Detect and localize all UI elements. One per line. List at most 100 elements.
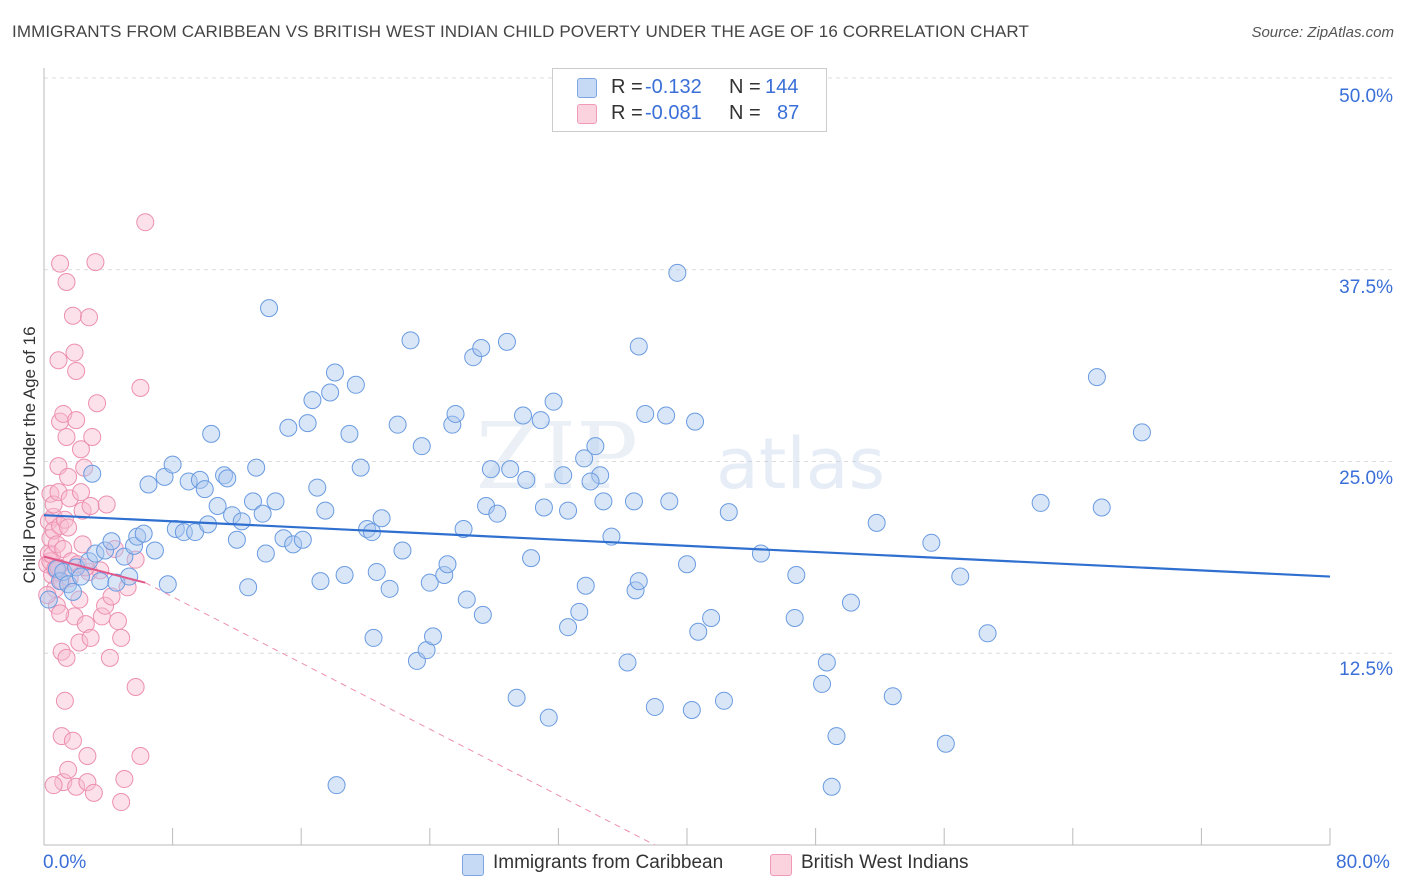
data-point <box>136 213 155 232</box>
data-point <box>158 575 177 594</box>
data-point <box>51 254 70 273</box>
data-point <box>83 427 102 446</box>
data-point <box>44 521 63 540</box>
data-point <box>351 458 370 477</box>
trend-lines <box>43 514 1331 846</box>
data-point <box>660 492 679 511</box>
data-point <box>52 727 71 746</box>
data-point <box>253 504 272 523</box>
data-point <box>454 519 473 538</box>
data-point <box>321 383 340 402</box>
data-point <box>190 470 209 489</box>
y-tick-label: 37.5% <box>1339 277 1393 298</box>
axes <box>43 68 1331 846</box>
data-point <box>325 363 344 382</box>
data-point <box>457 590 476 609</box>
data-point <box>96 541 115 560</box>
data-point <box>559 618 578 637</box>
series-legend-label: British West Indians <box>801 852 969 873</box>
data-point <box>76 615 95 634</box>
data-point <box>813 674 832 693</box>
data-point <box>751 544 770 563</box>
data-point <box>49 483 68 502</box>
data-point <box>91 572 110 591</box>
data-point <box>218 469 237 488</box>
data-point <box>232 512 251 531</box>
y-tick-label: 25.0% <box>1339 468 1393 489</box>
data-point <box>63 731 82 750</box>
data-point <box>134 524 153 543</box>
data-point <box>84 783 103 802</box>
data-point <box>340 424 359 443</box>
y-axis-label: Child Poverty Under the Age of 16 <box>20 326 39 584</box>
data-point <box>922 533 941 552</box>
data-point <box>570 602 589 621</box>
data-point <box>517 470 536 489</box>
data-point <box>145 541 164 560</box>
data-point <box>438 555 457 574</box>
data-point <box>883 687 902 706</box>
data-point <box>472 338 491 357</box>
data-point <box>86 253 105 272</box>
data-point <box>63 306 82 325</box>
legend-r-label: R = <box>611 102 643 124</box>
data-point <box>686 412 705 431</box>
data-point <box>867 513 886 532</box>
data-point <box>260 299 279 318</box>
data-point <box>195 480 214 499</box>
data-point <box>112 628 131 647</box>
series-legend-swatch-blue <box>462 854 484 876</box>
data-point <box>435 566 454 585</box>
data-point <box>59 518 78 537</box>
series-legend-swatch-pink <box>770 854 792 876</box>
data-point <box>126 677 145 696</box>
data-point <box>202 424 221 443</box>
data-point <box>936 734 955 753</box>
data-point <box>70 633 89 652</box>
data-point <box>364 628 383 647</box>
data-point <box>581 472 600 491</box>
data-point <box>1092 498 1111 517</box>
data-point <box>501 460 520 479</box>
data-point <box>668 263 687 282</box>
data-point <box>636 404 655 423</box>
data-point <box>97 495 116 514</box>
data-point <box>71 483 90 502</box>
data-point <box>618 653 637 672</box>
data-point <box>1031 493 1050 512</box>
data-point <box>284 535 303 554</box>
data-point <box>70 590 89 609</box>
data-point <box>55 691 74 710</box>
data-point <box>544 392 563 411</box>
watermark: ZIP atlas <box>476 403 885 510</box>
series-immigrants-from-caribbean <box>39 263 1151 796</box>
data-point <box>594 492 613 511</box>
data-point <box>51 604 70 623</box>
data-point <box>59 467 78 486</box>
data-point <box>424 627 443 646</box>
data-point <box>559 501 578 520</box>
data-point <box>401 331 420 350</box>
data-point <box>279 418 298 437</box>
data-point <box>78 747 97 766</box>
data-point <box>719 503 738 522</box>
data-point <box>822 777 841 796</box>
legend-swatch-blue <box>577 78 597 98</box>
data-point <box>602 527 621 546</box>
trend-line-british-west-indians <box>43 555 146 584</box>
data-point <box>978 624 997 643</box>
data-point <box>59 760 78 779</box>
data-point <box>179 472 198 491</box>
legend-r-label: R = <box>611 76 643 98</box>
data-point <box>65 343 84 362</box>
data-point <box>131 747 150 766</box>
data-point <box>47 535 66 554</box>
y-tick-label: 12.5% <box>1339 659 1393 680</box>
data-point <box>57 427 76 446</box>
data-point <box>554 466 573 485</box>
watermark-atlas: atlas <box>716 423 885 505</box>
source-label: Source: ZipAtlas.com <box>1251 24 1394 41</box>
data-point <box>443 415 462 434</box>
data-point <box>96 596 115 615</box>
